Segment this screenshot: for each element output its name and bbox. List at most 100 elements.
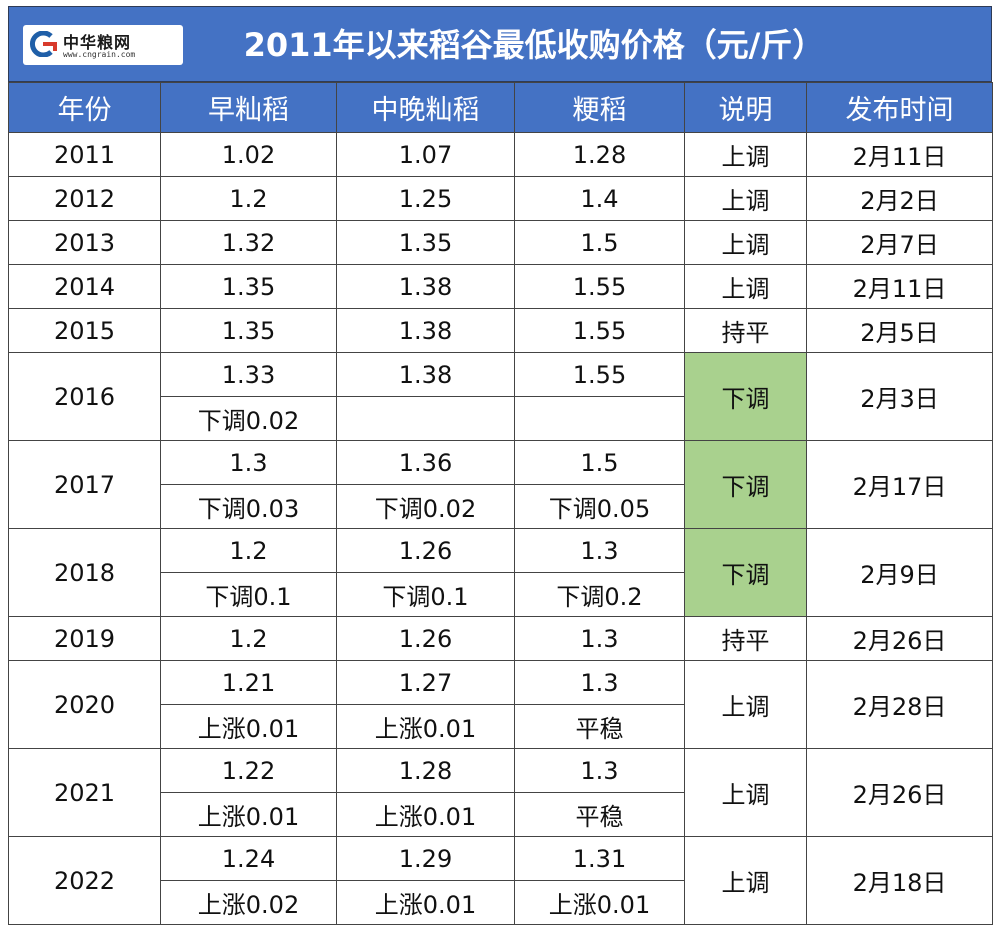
early-price-cell: 1.2 (160, 528, 337, 573)
early-price-cell: 1.33 (160, 352, 337, 397)
date-cell: 2月17日 (806, 440, 993, 529)
table-row-change: 下调0.03 下调0.02 下调0.05 (9, 484, 993, 529)
mid-price-cell: 1.26 (336, 528, 515, 573)
japonica-change-cell: 平稳 (514, 792, 685, 837)
year-cell: 2021 (8, 748, 161, 837)
note-cell: 下调 (684, 528, 807, 617)
table-row: 2013 1.32 1.35 1.5 上调 2月7日 (8, 220, 993, 265)
early-price-cell: 1.24 (160, 836, 337, 881)
table-row: 2016 1.33 1.38 1.55 下调 2月3日 (8, 352, 993, 441)
table-row-change: 下调0.02 (9, 396, 993, 441)
table-row: 2021 1.22 1.28 1.3 上调 2月26日 (8, 748, 993, 837)
early-change-cell: 上涨0.01 (160, 792, 337, 837)
early-price-cell: 1.21 (160, 660, 337, 705)
year-cell: 2015 (8, 308, 161, 353)
title-bar: 中华粮网 www.cngrain.com 2011年以来稻谷最低收购价格（元/斤… (8, 6, 992, 82)
site-logo: 中华粮网 www.cngrain.com (23, 25, 183, 65)
note-cell: 持平 (684, 308, 807, 353)
note-cell: 上调 (684, 836, 807, 925)
japonica-price-cell: 1.3 (514, 660, 685, 705)
early-change-cell: 下调0.1 (160, 572, 337, 617)
note-cell: 上调 (684, 132, 807, 177)
date-cell: 2月2日 (806, 176, 993, 221)
note-cell: 上调 (684, 660, 807, 749)
table-row: 2015 1.35 1.38 1.55 持平 2月5日 (8, 308, 993, 353)
table-row: 2011 1.02 1.07 1.28 上调 2月11日 (8, 132, 993, 177)
date-cell: 2月11日 (806, 264, 993, 309)
table-row: 2017 1.3 1.36 1.5 下调 2月17日 (8, 440, 993, 529)
early-price-cell: 1.35 (160, 308, 337, 353)
year-cell: 2017 (8, 440, 161, 529)
note-cell: 上调 (684, 176, 807, 221)
logo-url: www.cngrain.com (63, 50, 136, 59)
column-header-early-indica: 早籼稻 (160, 82, 337, 133)
japonica-price-cell: 1.5 (514, 220, 685, 265)
year-cell: 2020 (8, 660, 161, 749)
mid-price-cell: 1.28 (336, 748, 515, 793)
early-price-cell: 1.02 (160, 132, 337, 177)
date-cell: 2月26日 (806, 616, 993, 661)
table-row: 2020 1.21 1.27 1.3 上调 2月28日 (8, 660, 993, 749)
early-price-cell: 1.32 (160, 220, 337, 265)
mid-price-cell: 1.25 (336, 176, 515, 221)
year-cell: 2014 (8, 264, 161, 309)
column-header-release-date: 发布时间 (806, 82, 993, 133)
table-row-change: 上涨0.02 上涨0.01 上涨0.01 (9, 880, 993, 925)
note-cell: 下调 (684, 352, 807, 441)
table-row-change: 上涨0.01 上涨0.01 平稳 (9, 792, 993, 837)
mid-price-cell: 1.29 (336, 836, 515, 881)
year-cell: 2018 (8, 528, 161, 617)
table-row: 2022 1.24 1.29 1.31 上调 2月18日 (8, 836, 993, 925)
japonica-price-cell: 1.55 (514, 264, 685, 309)
table-row: 2018 1.2 1.26 1.3 下调 2月9日 (8, 528, 993, 617)
early-price-cell: 1.22 (160, 748, 337, 793)
japonica-change-cell: 下调0.05 (514, 484, 685, 529)
year-cell: 2013 (8, 220, 161, 265)
early-change-cell: 下调0.03 (160, 484, 337, 529)
early-change-cell: 下调0.02 (160, 396, 337, 441)
date-cell: 2月28日 (806, 660, 993, 749)
early-price-cell: 1.3 (160, 440, 337, 485)
date-cell: 2月5日 (806, 308, 993, 353)
table-row: 2014 1.35 1.38 1.55 上调 2月11日 (8, 264, 993, 309)
japonica-price-cell: 1.5 (514, 440, 685, 485)
table-row-change: 下调0.1 下调0.1 下调0.2 (9, 572, 993, 617)
mid-price-cell: 1.38 (336, 308, 515, 353)
note-cell: 上调 (684, 748, 807, 837)
page-title: 2011年以来稻谷最低收购价格（元/斤） (243, 26, 825, 64)
grain-logo-icon (30, 31, 57, 57)
column-header-mid-late-indica: 中晚籼稻 (336, 82, 515, 133)
mid-change-cell: 上涨0.01 (336, 792, 515, 837)
year-cell: 2022 (8, 836, 161, 925)
japonica-price-cell: 1.55 (514, 352, 685, 397)
japonica-change-cell (514, 396, 685, 441)
note-cell: 上调 (684, 264, 807, 309)
table-header-row: 年份 早籼稻 中晚籼稻 粳稻 说明 发布时间 (8, 82, 993, 133)
column-header-year: 年份 (8, 82, 161, 133)
year-cell: 2012 (8, 176, 161, 221)
japonica-price-cell: 1.4 (514, 176, 685, 221)
mid-change-cell: 上涨0.01 (336, 880, 515, 925)
japonica-change-cell: 下调0.2 (514, 572, 685, 617)
note-cell: 持平 (684, 616, 807, 661)
japonica-price-cell: 1.28 (514, 132, 685, 177)
early-price-cell: 1.2 (160, 176, 337, 221)
mid-price-cell: 1.38 (336, 352, 515, 397)
table-row: 2012 1.2 1.25 1.4 上调 2月2日 (8, 176, 993, 221)
mid-change-cell: 上涨0.01 (336, 704, 515, 749)
mid-change-cell: 下调0.02 (336, 484, 515, 529)
year-cell: 2016 (8, 352, 161, 441)
japonica-change-cell: 上涨0.01 (514, 880, 685, 925)
mid-price-cell: 1.36 (336, 440, 515, 485)
early-change-cell: 上涨0.01 (160, 704, 337, 749)
mid-price-cell: 1.38 (336, 264, 515, 309)
date-cell: 2月9日 (806, 528, 993, 617)
date-cell: 2月3日 (806, 352, 993, 441)
note-cell: 下调 (684, 440, 807, 529)
japonica-price-cell: 1.3 (514, 616, 685, 661)
japonica-change-cell: 平稳 (514, 704, 685, 749)
mid-change-cell (336, 396, 515, 441)
early-change-cell: 上涨0.02 (160, 880, 337, 925)
japonica-price-cell: 1.3 (514, 748, 685, 793)
mid-price-cell: 1.07 (336, 132, 515, 177)
